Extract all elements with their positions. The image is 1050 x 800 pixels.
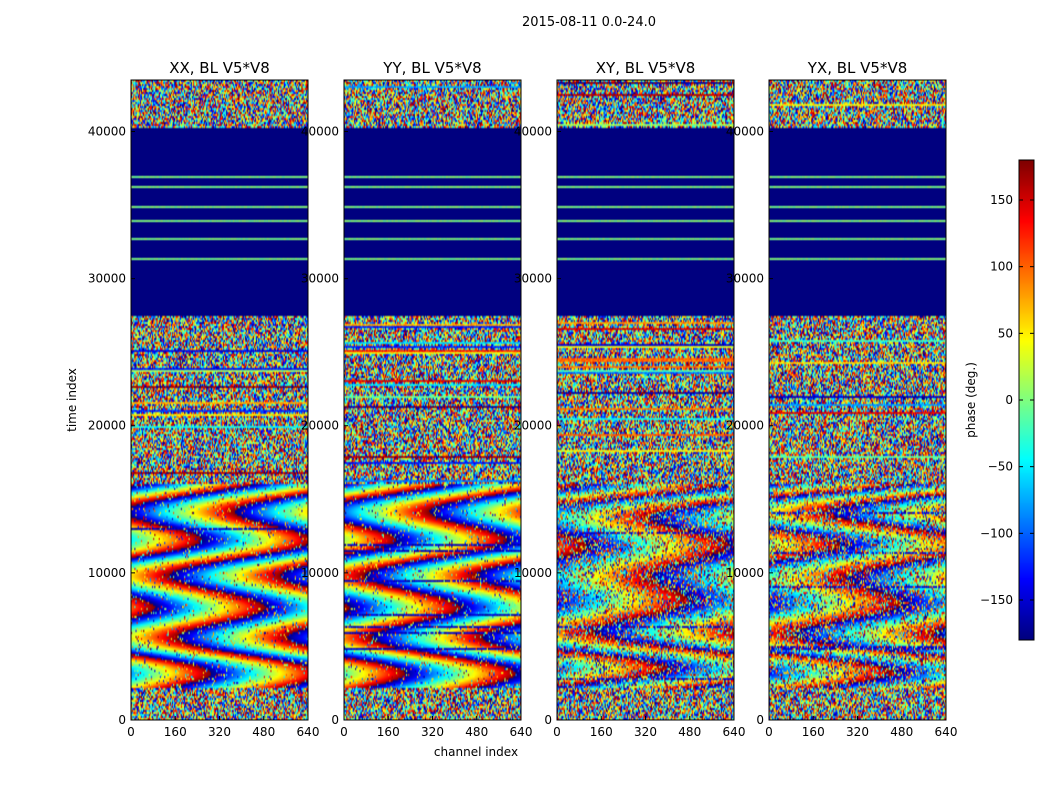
panel-title: YX, BL V5*V8	[807, 59, 908, 77]
x-tick-label: 0	[127, 725, 135, 739]
x-tick-label: 640	[297, 725, 320, 739]
x-tick-label: 480	[252, 725, 275, 739]
x-axis-label: channel index	[434, 745, 518, 759]
y-tick-label: 0	[331, 713, 339, 727]
y-tick-label: 40000	[726, 124, 764, 138]
y-tick-label: 0	[756, 713, 764, 727]
panel-xx: XX, BL V5*V8 0 160 320 480 640 0 10000 20000 3000…	[88, 59, 320, 739]
y-tick-label: 10000	[88, 566, 126, 580]
x-tick-label: 320	[421, 725, 444, 739]
colorbar: −150 −100 −50 0 50 100 150 phase (deg.)	[964, 159, 1035, 641]
panel-title: YY, BL V5*V8	[382, 59, 481, 77]
colorbar-gradient	[1019, 160, 1034, 640]
x-tick-label: 640	[723, 725, 746, 739]
y-tick-label: 20000	[726, 419, 764, 433]
y-tick-label: 10000	[301, 566, 339, 580]
colorbar-tick-label: 50	[998, 326, 1013, 340]
y-tick-label: 20000	[301, 419, 339, 433]
panel-yx: YX, BL V5*V8 0 160 320 480 640 0 10000 20000 3000…	[726, 59, 958, 739]
y-tick-label: 30000	[726, 272, 764, 286]
colorbar-tick-label: −150	[980, 593, 1013, 607]
y-tick-label: 40000	[88, 124, 126, 138]
panel-title: XY, BL V5*V8	[596, 59, 696, 77]
colorbar-label: phase (deg.)	[964, 362, 978, 438]
colorbar-tick-label: −100	[980, 526, 1013, 540]
x-tick-label: 160	[164, 725, 187, 739]
y-axis-label: time index	[65, 368, 79, 432]
panel-title: XX, BL V5*V8	[169, 59, 270, 77]
heatmap-image-xy	[557, 80, 734, 720]
x-tick-label: 0	[765, 725, 773, 739]
y-tick-label: 20000	[514, 419, 552, 433]
colorbar-tick-label: 100	[990, 260, 1013, 274]
heatmap-image-xx	[131, 80, 308, 720]
x-tick-label: 160	[590, 725, 613, 739]
x-tick-label: 640	[935, 725, 958, 739]
x-tick-label: 160	[377, 725, 400, 739]
panel-yy: YY, BL V5*V8 0 160 320 480 640 0 10000 20000 3000…	[301, 59, 533, 739]
y-tick-label: 30000	[88, 272, 126, 286]
y-tick-label: 10000	[726, 566, 764, 580]
y-tick-label: 0	[118, 713, 126, 727]
colorbar-tick-label: 150	[990, 193, 1013, 207]
colorbar-tick-label: 0	[1005, 393, 1013, 407]
x-tick-label: 0	[553, 725, 561, 739]
panel-xy: XY, BL V5*V8 0 160 320 480 640 0 10000 20000 3000…	[514, 59, 746, 739]
y-tick-label: 30000	[301, 272, 339, 286]
x-tick-label: 320	[208, 725, 231, 739]
x-tick-label: 480	[465, 725, 488, 739]
x-tick-label: 160	[802, 725, 825, 739]
heatmap-image-yx	[769, 80, 946, 720]
x-tick-label: 480	[678, 725, 701, 739]
y-tick-label: 40000	[514, 124, 552, 138]
y-tick-label: 20000	[88, 419, 126, 433]
x-tick-label: 320	[634, 725, 657, 739]
chart-suptitle: 2015-08-11 0.0-24.0	[522, 15, 656, 30]
x-tick-label: 640	[510, 725, 533, 739]
heatmap-image-yy	[344, 80, 521, 720]
x-tick-label: 320	[846, 725, 869, 739]
y-tick-label: 40000	[301, 124, 339, 138]
x-tick-label: 0	[340, 725, 348, 739]
x-tick-label: 480	[890, 725, 913, 739]
colorbar-tick-label: −50	[988, 460, 1013, 474]
y-tick-label: 30000	[514, 272, 552, 286]
y-tick-label: 0	[544, 713, 552, 727]
y-tick-label: 10000	[514, 566, 552, 580]
